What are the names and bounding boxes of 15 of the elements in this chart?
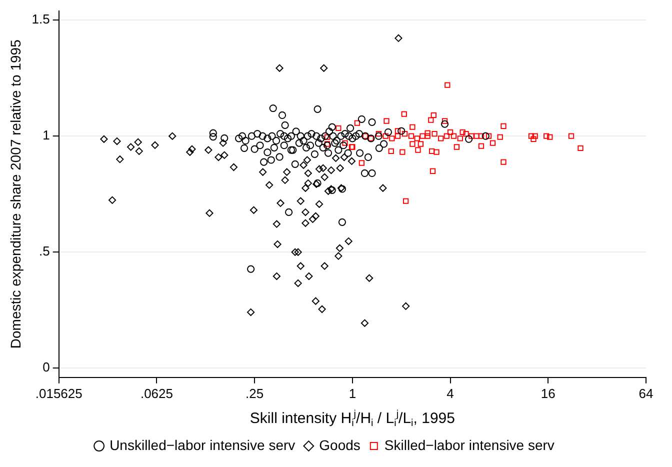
x-tick-label: .015625: [35, 386, 82, 401]
y-tick-label: 0: [42, 360, 50, 375]
legend-label: Unskilled−labor intensive serv: [110, 436, 296, 453]
y-tick-label: .5: [39, 244, 50, 259]
x-tick-label: 16: [540, 386, 556, 401]
x-tick-label: 4: [446, 386, 454, 401]
x-tick-label: 1: [348, 386, 356, 401]
x-tick-label: 64: [638, 386, 654, 401]
legend-label: Goods: [319, 436, 360, 453]
legend-label: Skilled−labor intensive serv: [384, 436, 554, 453]
x-tick-label: .0625: [140, 386, 173, 401]
x-tick-label: .25: [246, 386, 264, 401]
y-axis-title: Domestic expenditure share 2007 relative to 1995: [7, 39, 24, 349]
y-tick-label: 1: [42, 128, 50, 143]
y-tick-label: 1.5: [32, 12, 50, 27]
